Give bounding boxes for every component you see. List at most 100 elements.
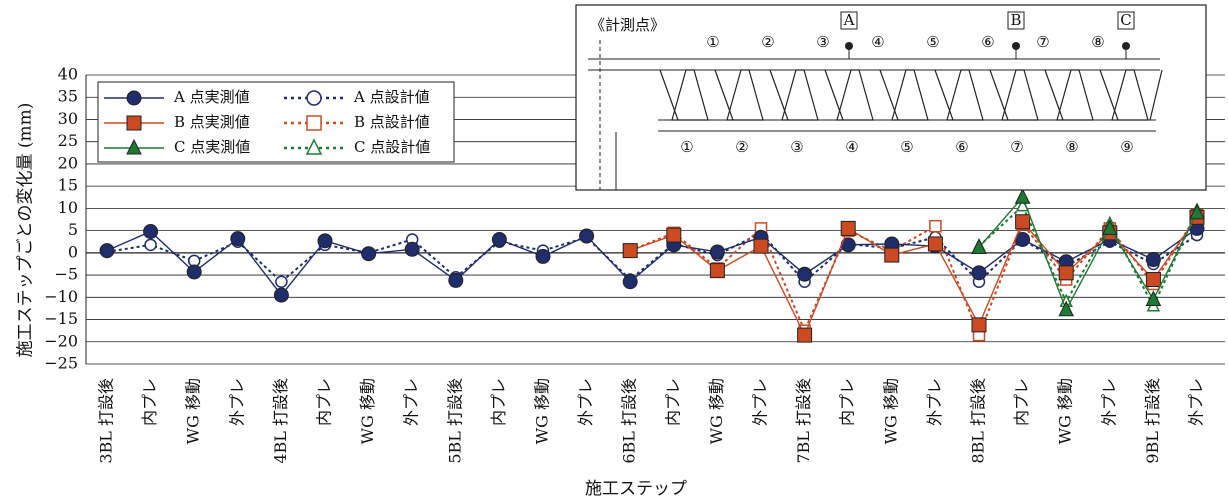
data-point [273,287,289,303]
x-tick-label: 外プレ [925,378,944,426]
measurement-label: A [843,11,855,29]
x-tick-label: 外プレ [751,378,770,426]
segment-number-bottom: ③ [790,138,803,156]
segment-number-bottom: ⑧ [1065,138,1078,156]
data-point [1058,265,1074,281]
segment-number-bottom: ⑨ [1120,138,1133,156]
segment-number-top: ② [761,33,774,51]
data-point [1189,203,1205,220]
data-point [535,248,551,264]
truss-diagonal [934,69,954,121]
x-tick-label: WG 移動 [881,378,900,444]
y-tick-label: −25 [44,354,78,373]
x-tick-labels: 3BL 打設後 内プレ WG 移動 外プレ 4BL 打設後 内プレ WG 移動 外プレ 5BL … [97,378,1206,464]
x-tick-label: 5BL 打設後 [445,378,464,464]
truss-diagonal [714,69,734,121]
truss-web [891,69,929,121]
y-tick-label: 10 [58,198,78,217]
data-point [709,263,725,279]
measurement-label-box [1007,11,1025,30]
data-point [306,90,322,106]
legend-label: C 点設計値 [354,138,430,156]
data-point [186,264,202,280]
truss-diagonal [1044,69,1064,121]
truss-web [671,69,709,121]
truss-web [1001,69,1039,121]
x-tick-label: 8BL 打設後 [969,378,988,464]
x-tick-label: WG 移動 [533,378,552,444]
data-point [1101,219,1118,235]
data-point [361,246,377,262]
data-point [929,219,942,233]
x-tick-label: WG 移動 [184,378,203,444]
y-tick-label: −20 [44,331,78,350]
series-1 [99,220,1205,303]
measurement-point [1012,42,1020,50]
data-point [971,238,987,255]
y-tick-label: 35 [58,87,78,106]
y-tick-label: 40 [58,65,78,84]
x-tick-label: 外プレ [227,378,246,426]
segment-number-top: ① [706,33,719,51]
x-tick-label: 7BL 打設後 [794,378,813,464]
x-tick-label: 外プレ [576,378,595,426]
segment-number-top: ⑤ [926,33,939,51]
data-point [1145,272,1161,288]
truss-diagonal [1149,69,1163,121]
data-point [579,228,595,244]
y-tick-label: −10 [44,287,78,306]
x-tick-label: 内プレ [663,378,682,426]
y-tick-labels: 40 35 30 25 20 15 10 5 0 −5 −10 −15 −20 −25 [44,65,78,373]
series-line [978,195,1198,312]
data-series [99,188,1205,343]
segment-number-top: ③ [816,33,829,51]
data-point [709,244,725,260]
series-line [106,227,1198,297]
truss-web [1111,69,1149,121]
truss-diagonal [769,69,789,121]
series-5 [971,188,1205,317]
segment-number-top: ④ [871,33,884,51]
data-point [1015,214,1031,230]
x-tick-label: 内プレ [838,378,857,426]
truss-web [836,69,874,121]
y-axis-label: 施工ステップごとの変化量 (mm) [16,103,36,358]
segment-number-top: ⑧ [1091,33,1104,51]
data-point [230,231,246,247]
x-tick-label: 6BL 打設後 [620,378,639,464]
legend-label: A 点設計値 [353,88,430,106]
data-point [448,272,464,288]
data-point [927,236,943,252]
y-tick-label: 0 [68,242,78,261]
legend-label: B 点実測値 [174,113,250,131]
series-3 [622,209,1205,343]
data-point [126,90,142,106]
segment-number-bottom: ⑦ [1010,138,1023,156]
measurement-point [845,42,853,50]
series-line [106,231,1198,284]
inset-frame [575,4,1207,191]
segment-number-bottom: ② [735,138,748,156]
truss-diagonal [659,69,679,121]
measurement-point [1122,42,1130,50]
data-point [1145,252,1161,268]
data-point [491,232,507,248]
data-point [126,115,142,131]
data-point [99,243,115,259]
x-tick-label: 内プレ [140,378,159,426]
data-point [1014,188,1031,204]
y-tick-label: 15 [58,176,78,195]
x-tick-label: 4BL 打設後 [271,378,290,464]
measurement-label-box [1117,11,1135,30]
legend-label: C 点実測値 [174,138,250,156]
y-tick-label: 25 [58,131,78,150]
data-point [317,233,333,249]
data-point [1058,300,1075,317]
y-tick-label: −15 [44,309,78,328]
truss-diagonal [879,69,899,121]
legend-label: A 点実測値 [173,88,250,106]
segment-number-bottom: ① [680,138,693,156]
x-tick-label: WG 移動 [707,378,726,444]
measurement-label: B [1010,11,1021,29]
data-point [666,227,682,243]
